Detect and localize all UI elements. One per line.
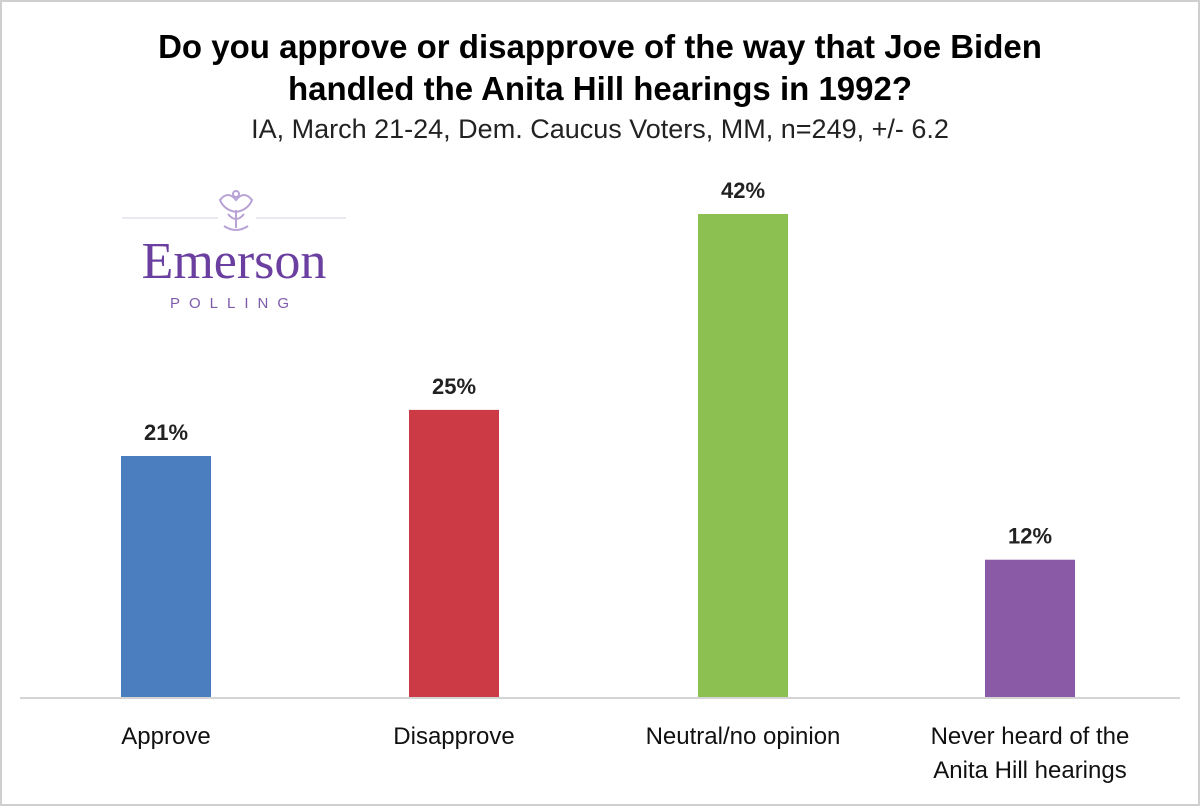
category-label-1: Approve [121,723,210,750]
logo-subword: POLLING [170,295,298,312]
bar-3 [698,214,788,698]
bar-1 [121,456,211,698]
bar-4 [985,559,1075,698]
data-label-3: 42% [721,178,765,203]
logo-wordmark: Emerson [142,233,327,290]
category-label-3: Neutral/no opinion [646,723,841,750]
chart-title: Do you approve or disapprove of the way … [0,26,1200,110]
chart-title-line-2: handled the Anita Hill hearings in 1992? [287,70,913,107]
category-label-4-line-2: Anita Hill hearings [933,757,1126,784]
category-label-4-line-1: Never heard of the [931,723,1130,750]
crest-icon [218,190,254,231]
category-labels: Approve Disapprove Neutral/no opinion Never… [121,723,1129,784]
data-label-1: 21% [144,420,188,445]
chart-subtitle: IA, March 21-24, Dem. Caucus Voters, MM,… [251,114,949,144]
data-label-2: 25% [432,374,476,399]
category-label-2: Disapprove [393,723,514,750]
bars-group: 21% 25% 42% 12% [121,178,1075,698]
emerson-polling-logo: Emerson POLLING [122,190,346,312]
chart-title-line-1: Do you approve or disapprove of the way … [158,28,1042,65]
bar-2 [409,409,499,698]
data-label-4: 12% [1008,524,1052,549]
